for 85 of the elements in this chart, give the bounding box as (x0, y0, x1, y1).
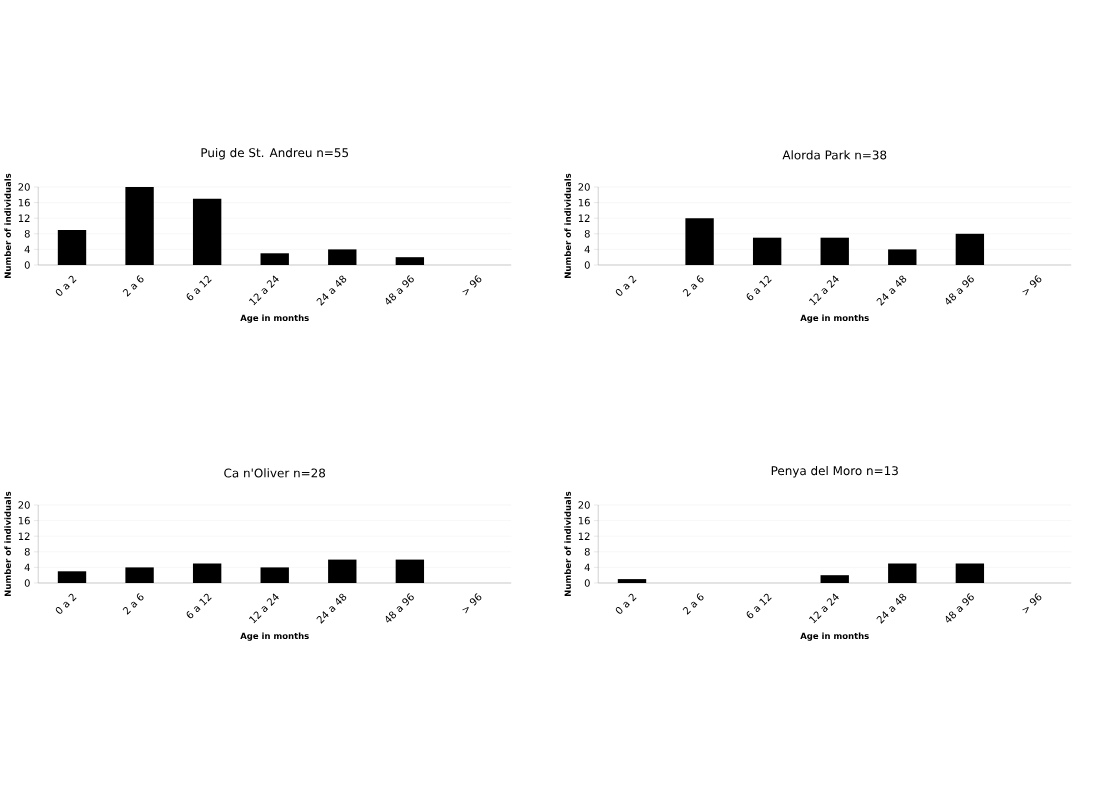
y-tick-label: 4 (584, 563, 590, 572)
bar (888, 249, 917, 265)
y-tick-label: 20 (18, 183, 30, 191)
bar (260, 567, 289, 583)
bar (328, 559, 357, 583)
bar (617, 579, 647, 583)
y-tick-label: 0 (584, 261, 590, 269)
x-tick-label: 2 a 6 (122, 275, 144, 297)
x-tick-label: 12 a 24 (809, 593, 839, 624)
x-tick-label: 12 a 24 (249, 593, 279, 624)
bar (820, 237, 849, 265)
bar (260, 253, 289, 265)
x-tick-label: 24 a 48 (316, 593, 347, 624)
bar (328, 249, 357, 265)
bar (685, 218, 714, 265)
y-tick-label: 16 (18, 198, 30, 207)
x-tick-label: 12 a 24 (809, 275, 839, 306)
y-axis-title: Number of individuals (564, 491, 571, 596)
x-tick-label: > 96 (462, 593, 482, 614)
bar (192, 198, 222, 265)
y-tick-label: 4 (584, 245, 590, 254)
bar (820, 575, 849, 583)
bar (57, 229, 87, 265)
x-tick-label: 24 a 48 (316, 275, 347, 306)
chart-title: Ca n'Oliver n=28 (224, 468, 326, 478)
y-tick-label: 20 (578, 183, 590, 191)
y-tick-label: 4 (24, 563, 30, 572)
x-tick-label: 0 a 2 (615, 275, 637, 296)
y-tick-label: 12 (578, 532, 590, 540)
x-tick-label: 0 a 2 (55, 275, 77, 296)
x-tick-label: 24 a 48 (876, 275, 907, 306)
y-axis-title: Number of individuals (564, 173, 571, 278)
x-axis-title: Age in months (800, 632, 869, 641)
y-tick-label: 12 (18, 214, 30, 222)
x-tick-label: 6 a 12 (186, 593, 212, 619)
x-tick-label: > 96 (462, 275, 482, 296)
x-tick-label: 6 a 12 (186, 275, 212, 301)
y-tick-label: 20 (18, 501, 30, 509)
bar (192, 563, 222, 583)
x-tick-label: 48 a 96 (945, 275, 974, 305)
y-axis-title: Number of individuals (4, 491, 11, 596)
bar (125, 186, 154, 265)
y-tick-label: 16 (578, 516, 590, 525)
y-tick-label: 0 (584, 579, 590, 587)
bar (395, 257, 425, 265)
chart-title: Alorda Park n=38 (782, 150, 887, 160)
x-tick-label: 2 a 6 (122, 593, 144, 615)
bar (955, 563, 985, 583)
y-tick-label: 8 (24, 230, 30, 238)
bar (888, 563, 917, 583)
x-tick-label: 24 a 48 (876, 593, 907, 624)
y-tick-label: 8 (584, 230, 590, 238)
x-tick-label: 48 a 96 (385, 593, 414, 623)
bar (57, 571, 87, 583)
x-tick-label: 0 a 2 (615, 593, 637, 614)
x-tick-label: 6 a 12 (746, 275, 772, 301)
y-axis-title: Number of individuals (4, 173, 11, 278)
x-axis-title: Age in months (240, 632, 309, 641)
x-tick-label: 12 a 24 (249, 275, 279, 306)
bar (752, 237, 782, 265)
y-tick-label: 12 (18, 532, 30, 540)
bar (395, 559, 425, 583)
x-tick-label: > 96 (1022, 275, 1042, 296)
y-tick-label: 20 (578, 501, 590, 509)
x-axis-title: Age in months (800, 314, 869, 323)
y-tick-label: 0 (24, 261, 30, 269)
y-tick-label: 16 (18, 516, 30, 525)
x-tick-label: 6 a 12 (746, 593, 772, 619)
x-tick-label: 0 a 2 (55, 593, 77, 614)
x-tick-label: 2 a 6 (682, 275, 704, 297)
y-tick-label: 8 (24, 548, 30, 556)
y-tick-label: 16 (578, 198, 590, 207)
y-tick-label: 12 (578, 214, 590, 222)
bar (125, 567, 154, 583)
bar (955, 233, 985, 265)
x-tick-label: > 96 (1022, 593, 1042, 614)
y-tick-label: 0 (24, 579, 30, 587)
y-tick-label: 8 (584, 548, 590, 556)
x-axis-title: Age in months (240, 314, 309, 323)
y-tick-label: 4 (24, 245, 30, 254)
chart-title: Penya del Moro n=13 (771, 465, 898, 478)
x-tick-label: 48 a 96 (945, 593, 974, 623)
x-tick-label: 48 a 96 (385, 275, 414, 305)
chart-title: Puig de St. Andreu n=55 (201, 147, 349, 160)
x-tick-label: 2 a 6 (682, 593, 704, 615)
